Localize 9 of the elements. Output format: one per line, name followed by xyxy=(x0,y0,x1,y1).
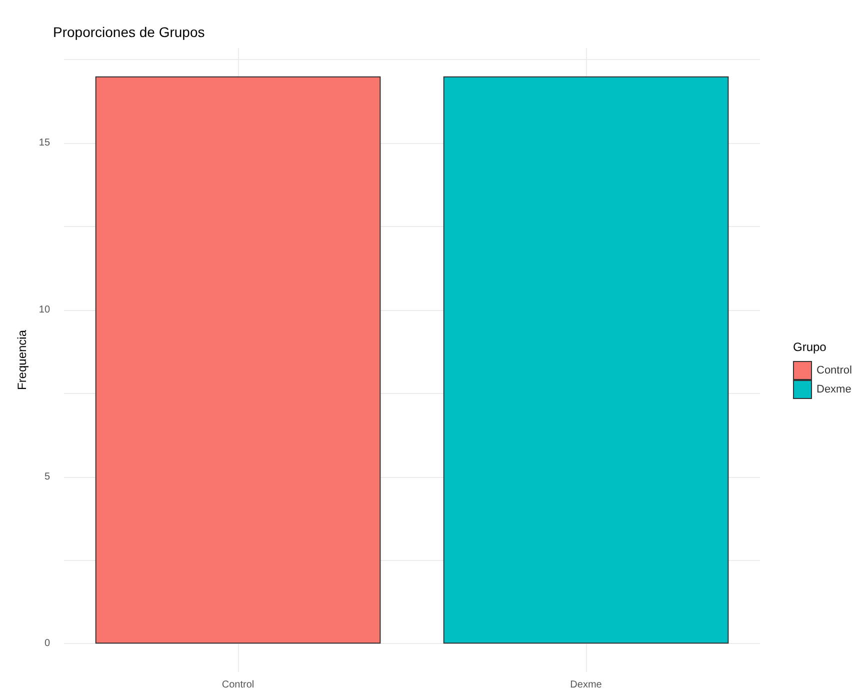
legend-label: Dexme xyxy=(816,384,852,396)
y-tick-label: 5 xyxy=(44,471,50,482)
y-tick-label: 10 xyxy=(38,304,50,316)
legend-label: Control xyxy=(816,364,852,376)
y-tick-label: 15 xyxy=(38,138,50,149)
y-tick-label: 0 xyxy=(44,638,50,650)
y-axis-title: Frequencia xyxy=(15,330,29,390)
legend-title: Grupo xyxy=(793,340,827,354)
chart-title: Proporciones de Grupos xyxy=(53,24,205,40)
